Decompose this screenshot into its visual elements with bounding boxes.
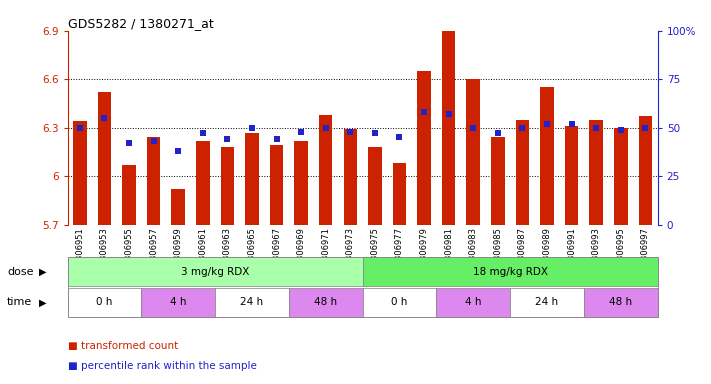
Point — [123, 140, 134, 146]
Bar — [196, 141, 210, 225]
Point — [99, 115, 110, 121]
Bar — [220, 147, 234, 225]
Bar — [97, 92, 111, 225]
Point — [173, 148, 184, 154]
Bar — [589, 119, 603, 225]
Text: 48 h: 48 h — [314, 297, 337, 308]
Point — [320, 124, 331, 131]
Point — [271, 136, 282, 142]
Text: 0 h: 0 h — [96, 297, 112, 308]
Text: 4 h: 4 h — [170, 297, 186, 308]
Point — [394, 134, 405, 141]
Bar — [319, 115, 333, 225]
Bar — [245, 132, 259, 225]
Point — [541, 121, 552, 127]
Bar — [565, 126, 578, 225]
Point — [296, 129, 307, 135]
Bar — [515, 119, 529, 225]
Point — [222, 136, 233, 142]
Text: 24 h: 24 h — [240, 297, 264, 308]
Point — [369, 131, 380, 137]
Text: GDS5282 / 1380271_at: GDS5282 / 1380271_at — [68, 17, 213, 30]
Point — [345, 129, 356, 135]
Point — [197, 131, 208, 137]
Text: ▶: ▶ — [39, 297, 47, 308]
Bar — [269, 146, 283, 225]
Text: 4 h: 4 h — [465, 297, 481, 308]
Text: 24 h: 24 h — [535, 297, 559, 308]
Point — [517, 124, 528, 131]
Point — [615, 127, 626, 133]
Point — [566, 121, 577, 127]
Point — [443, 111, 454, 117]
Bar — [122, 165, 136, 225]
Bar — [343, 129, 357, 225]
Point — [468, 124, 479, 131]
Text: ■ transformed count: ■ transformed count — [68, 341, 178, 351]
Bar — [368, 147, 382, 225]
Bar — [614, 128, 628, 225]
Bar — [442, 31, 456, 225]
Bar — [147, 137, 161, 225]
Text: ▶: ▶ — [39, 266, 47, 277]
Bar — [294, 141, 308, 225]
Point — [591, 124, 602, 131]
Bar — [638, 116, 652, 225]
Point — [640, 124, 651, 131]
Bar — [540, 87, 554, 225]
Point — [148, 138, 159, 144]
Bar — [73, 121, 87, 225]
Bar — [171, 189, 185, 225]
Text: dose: dose — [7, 266, 33, 277]
Text: 3 mg/kg RDX: 3 mg/kg RDX — [181, 266, 250, 277]
Text: 18 mg/kg RDX: 18 mg/kg RDX — [473, 266, 547, 277]
Point — [246, 124, 257, 131]
Text: 48 h: 48 h — [609, 297, 632, 308]
Text: 0 h: 0 h — [391, 297, 407, 308]
Text: ■ percentile rank within the sample: ■ percentile rank within the sample — [68, 361, 257, 371]
Point — [418, 109, 429, 115]
Bar — [392, 163, 406, 225]
Point — [74, 124, 85, 131]
Bar — [417, 71, 431, 225]
Bar — [466, 79, 480, 225]
Text: time: time — [7, 297, 33, 308]
Point — [492, 131, 503, 137]
Bar — [491, 137, 505, 225]
